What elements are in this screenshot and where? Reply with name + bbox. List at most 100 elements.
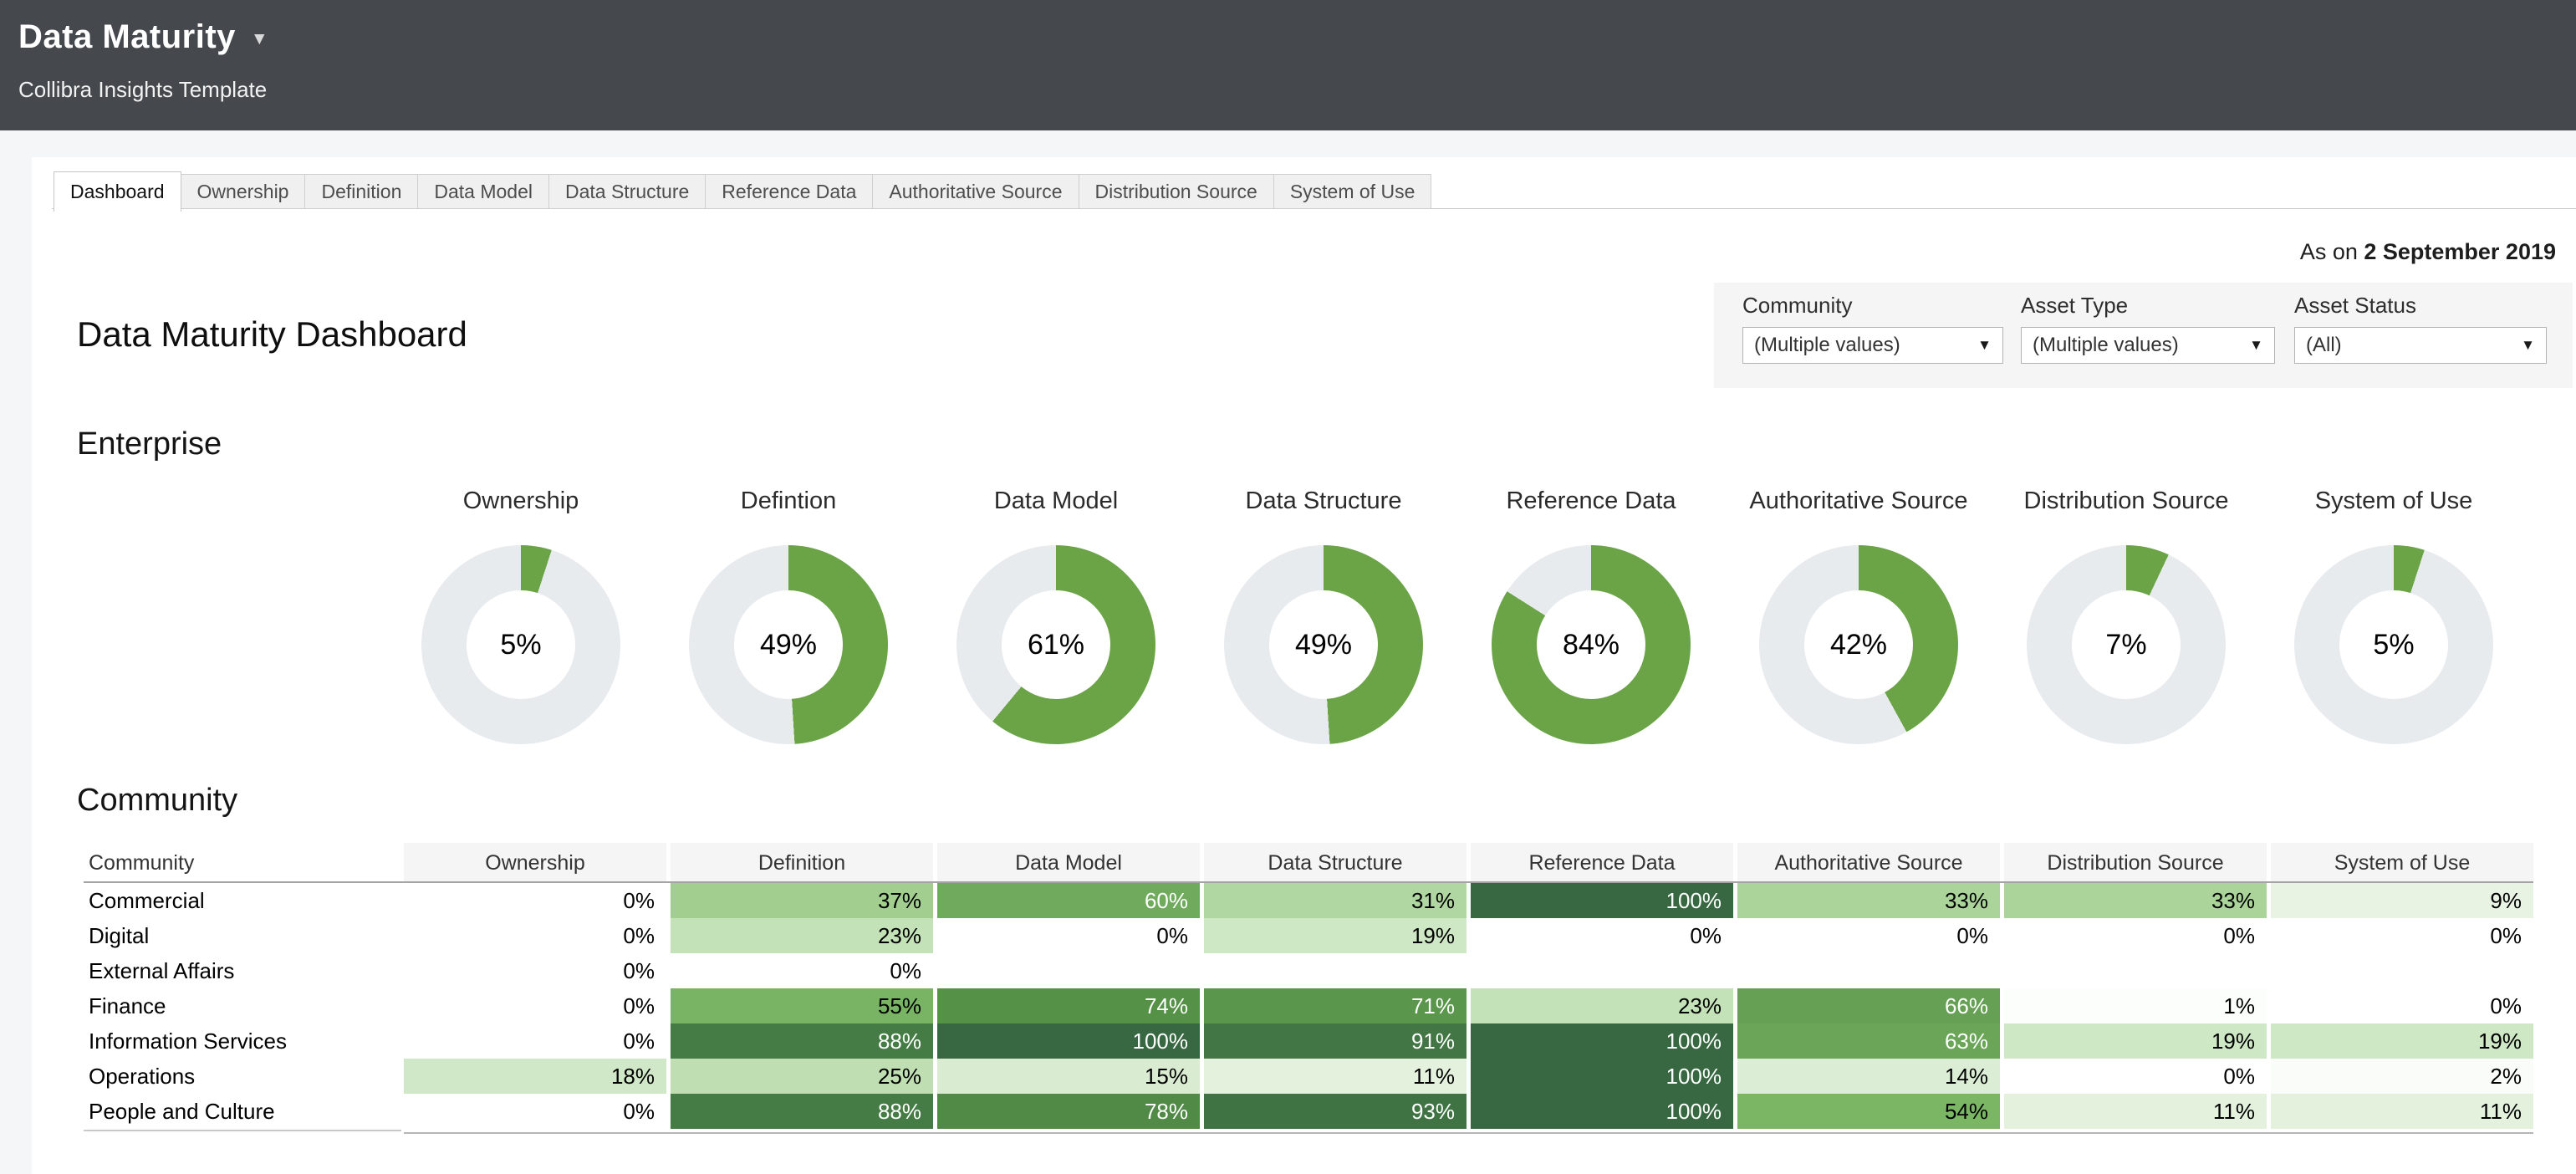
cell-digital-reference-data[interactable]: 0% (1471, 918, 1733, 953)
cell-digital-definition[interactable]: 23% (671, 918, 933, 953)
donut-chart-data-structure[interactable]: 49% (1224, 545, 1423, 744)
tab-authoritative-source[interactable]: Authoritative Source (872, 174, 1079, 209)
filter-dropdown-asset-type[interactable]: (Multiple values)▼ (2021, 327, 2275, 364)
cell-people-and-culture-data-structure[interactable]: 93% (1204, 1094, 1467, 1129)
tab-definition[interactable]: Definition (304, 174, 418, 209)
cell-information-services-ownership[interactable]: 0% (404, 1023, 666, 1059)
cell-information-services-definition[interactable]: 88% (671, 1023, 933, 1059)
cell-external-affairs-ownership[interactable]: 0% (404, 953, 666, 988)
cell-finance-reference-data[interactable]: 23% (1471, 988, 1733, 1023)
row-label-information-services[interactable]: Information Services (84, 1023, 400, 1059)
filter-group-asset-type: Asset Type(Multiple values)▼ (2021, 293, 2275, 364)
tab-distribution-source[interactable]: Distribution Source (1079, 174, 1274, 209)
cell-people-and-culture-distribution-source[interactable]: 11% (2004, 1094, 2267, 1129)
tab-data-model[interactable]: Data Model (417, 174, 549, 209)
donut-value-data-structure: 49% (1224, 545, 1423, 744)
row-label-people-and-culture[interactable]: People and Culture (84, 1094, 400, 1129)
cell-finance-definition[interactable]: 55% (671, 988, 933, 1023)
cell-digital-ownership[interactable]: 0% (404, 918, 666, 953)
cell-finance-ownership[interactable]: 0% (404, 988, 666, 1023)
cell-information-services-data-structure[interactable]: 91% (1204, 1023, 1467, 1059)
cell-finance-distribution-source[interactable]: 1% (2004, 988, 2267, 1023)
cell-digital-authoritative-source[interactable]: 0% (1737, 918, 2000, 953)
column-header-ownership[interactable]: Ownership (404, 843, 666, 883)
cell-finance-data-structure[interactable]: 71% (1204, 988, 1467, 1023)
cell-commercial-authoritative-source[interactable]: 33% (1737, 883, 2000, 918)
column-header-definition[interactable]: Definition (671, 843, 933, 883)
donut-chart-reference-data[interactable]: 84% (1492, 545, 1691, 744)
cell-external-affairs-system-of-use[interactable] (2271, 953, 2533, 988)
cell-information-services-authoritative-source[interactable]: 63% (1737, 1023, 2000, 1059)
row-label-operations[interactable]: Operations (84, 1059, 400, 1094)
cell-information-services-distribution-source[interactable]: 19% (2004, 1023, 2267, 1059)
column-header-distribution-source[interactable]: Distribution Source (2004, 843, 2267, 883)
tab-reference-data[interactable]: Reference Data (705, 174, 873, 209)
donut-chart-distribution-source[interactable]: 7% (2027, 545, 2226, 744)
cell-information-services-reference-data[interactable]: 100% (1471, 1023, 1733, 1059)
cell-external-affairs-distribution-source[interactable] (2004, 953, 2267, 988)
donut-chart-defintion[interactable]: 49% (689, 545, 888, 744)
workbook-menu-caret-icon[interactable]: ▼ (251, 29, 268, 49)
donut-chart-authoritative-source[interactable]: 42% (1759, 545, 1958, 744)
filter-dropdown-community[interactable]: (Multiple values)▼ (1742, 327, 2003, 364)
row-label-commercial[interactable]: Commercial (84, 883, 400, 918)
cell-people-and-culture-reference-data[interactable]: 100% (1471, 1094, 1733, 1129)
cell-external-affairs-definition[interactable]: 0% (671, 953, 933, 988)
cell-operations-distribution-source[interactable]: 0% (2004, 1059, 2267, 1094)
cell-commercial-data-model[interactable]: 60% (937, 883, 1200, 918)
cell-people-and-culture-data-model[interactable]: 78% (937, 1094, 1200, 1129)
cell-information-services-data-model[interactable]: 100% (937, 1023, 1200, 1059)
filter-dropdown-asset-status[interactable]: (All)▼ (2294, 327, 2547, 364)
cell-commercial-definition[interactable]: 37% (671, 883, 933, 918)
column-header-reference-data[interactable]: Reference Data (1471, 843, 1733, 883)
tab-system-of-use[interactable]: System of Use (1273, 174, 1432, 209)
donut-chart-system-of-use[interactable]: 5% (2294, 545, 2493, 744)
cell-digital-data-structure[interactable]: 19% (1204, 918, 1467, 953)
cell-external-affairs-data-structure[interactable] (1204, 953, 1467, 988)
cell-operations-definition[interactable]: 25% (671, 1059, 933, 1094)
cell-finance-data-model[interactable]: 74% (937, 988, 1200, 1023)
donut-chart-ownership[interactable]: 5% (421, 545, 620, 744)
as-on-value: 2 September 2019 (2364, 239, 2556, 264)
row-label-finance[interactable]: Finance (84, 988, 400, 1023)
workbook-title-row[interactable]: Data Maturity ▼ (18, 13, 268, 60)
cell-people-and-culture-definition[interactable]: 88% (671, 1094, 933, 1129)
cell-digital-distribution-source[interactable]: 0% (2004, 918, 2267, 953)
donut-chart-data-model[interactable]: 61% (956, 545, 1155, 744)
row-label-digital[interactable]: Digital (84, 918, 400, 953)
row-label-external-affairs[interactable]: External Affairs (84, 953, 400, 988)
cell-operations-ownership[interactable]: 18% (404, 1059, 666, 1094)
cell-commercial-distribution-source[interactable]: 33% (2004, 883, 2267, 918)
column-header-data-structure[interactable]: Data Structure (1204, 843, 1467, 883)
column-header-authoritative-source[interactable]: Authoritative Source (1737, 843, 2000, 883)
cell-external-affairs-authoritative-source[interactable] (1737, 953, 2000, 988)
tab-data-structure[interactable]: Data Structure (548, 174, 706, 209)
cell-commercial-reference-data[interactable]: 100% (1471, 883, 1733, 918)
tab-ownership[interactable]: Ownership (181, 174, 306, 209)
tab-dashboard[interactable]: Dashboard (54, 171, 181, 212)
cell-digital-system-of-use[interactable]: 0% (2271, 918, 2533, 953)
community-section-title: Community (77, 783, 237, 819)
cell-people-and-culture-authoritative-source[interactable]: 54% (1737, 1094, 2000, 1129)
cell-finance-system-of-use[interactable]: 0% (2271, 988, 2533, 1023)
column-header-system-of-use[interactable]: System of Use (2271, 843, 2533, 883)
cell-operations-data-structure[interactable]: 11% (1204, 1059, 1467, 1094)
donut-value-defintion: 49% (689, 545, 888, 744)
community-table: CommunityOwnershipDefinitionData ModelDa… (84, 843, 2533, 1129)
cell-external-affairs-data-model[interactable] (937, 953, 1200, 988)
cell-commercial-data-structure[interactable]: 31% (1204, 883, 1467, 918)
cell-people-and-culture-system-of-use[interactable]: 11% (2271, 1094, 2533, 1129)
cell-finance-authoritative-source[interactable]: 66% (1737, 988, 2000, 1023)
cell-digital-data-model[interactable]: 0% (937, 918, 1200, 953)
cell-external-affairs-reference-data[interactable] (1471, 953, 1733, 988)
cell-people-and-culture-ownership[interactable]: 0% (404, 1094, 666, 1129)
cell-operations-reference-data[interactable]: 100% (1471, 1059, 1733, 1094)
cell-operations-authoritative-source[interactable]: 14% (1737, 1059, 2000, 1094)
cell-operations-data-model[interactable]: 15% (937, 1059, 1200, 1094)
column-header-data-model[interactable]: Data Model (937, 843, 1200, 883)
cell-information-services-system-of-use[interactable]: 19% (2271, 1023, 2533, 1059)
filter-label-asset-status: Asset Status (2294, 293, 2547, 319)
cell-operations-system-of-use[interactable]: 2% (2271, 1059, 2533, 1094)
cell-commercial-ownership[interactable]: 0% (404, 883, 666, 918)
cell-commercial-system-of-use[interactable]: 9% (2271, 883, 2533, 918)
